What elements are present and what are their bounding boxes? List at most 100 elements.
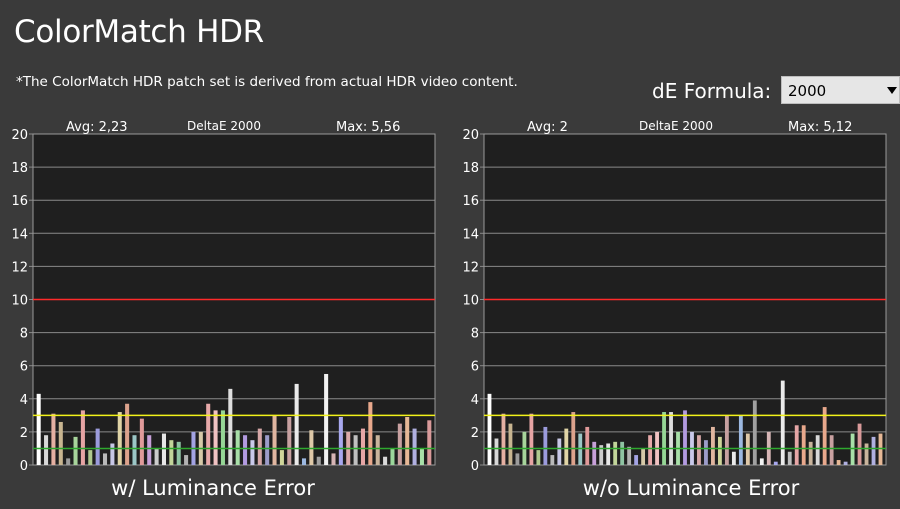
y-tick-label: 8 <box>20 327 28 342</box>
bar <box>125 403 130 465</box>
y-tick-label: 10 <box>462 294 479 309</box>
bar <box>346 431 351 465</box>
bar <box>110 443 115 465</box>
bar <box>338 417 343 465</box>
bar <box>704 440 708 465</box>
y-tick-label: 6 <box>471 360 479 375</box>
x-axis-label: w/ Luminance Error <box>111 476 315 500</box>
bar <box>132 435 137 465</box>
y-tick-label: 18 <box>462 161 479 176</box>
footnote: *The ColorMatch HDR patch set is derived… <box>16 74 518 90</box>
bar <box>316 456 321 465</box>
bar <box>759 458 764 465</box>
bar <box>169 440 174 465</box>
bar <box>515 453 520 465</box>
bar <box>88 450 93 465</box>
bar <box>522 431 527 465</box>
bar <box>766 431 771 465</box>
bar <box>613 441 618 465</box>
y-tick-label: 16 <box>462 194 479 209</box>
bar <box>808 441 813 465</box>
chart-left: 0 2 4 6 8 10 12 14 16 18 20 Avg: 2,23 DeltaE 2000 Max… <box>11 119 436 500</box>
bar <box>669 412 673 465</box>
bar <box>655 431 659 465</box>
bar <box>272 415 277 465</box>
bar <box>243 435 248 465</box>
bar <box>676 431 680 465</box>
bar <box>405 417 410 465</box>
bar <box>58 421 63 465</box>
y-tick-label: 18 <box>11 161 28 176</box>
bar <box>191 431 196 465</box>
bar <box>599 445 604 465</box>
bar <box>95 428 100 465</box>
bar <box>324 373 329 465</box>
bar <box>419 448 424 465</box>
bar <box>213 410 218 465</box>
y-tick-label: 8 <box>471 327 479 342</box>
bar <box>309 430 314 465</box>
bar <box>543 426 548 465</box>
bar <box>257 428 262 465</box>
bar <box>717 436 722 465</box>
bar <box>161 433 166 465</box>
bar <box>801 425 806 465</box>
bar <box>773 461 778 465</box>
bar <box>206 403 211 465</box>
y-tick-label: 2 <box>471 426 479 441</box>
bar <box>606 443 611 465</box>
max-label: Max: 5,56 <box>336 120 400 135</box>
bar <box>501 413 506 465</box>
plot-background <box>484 134 886 465</box>
y-tick-label: 0 <box>20 459 28 474</box>
y-tick-label: 20 <box>11 128 28 143</box>
bar <box>864 443 869 465</box>
bar <box>117 412 122 465</box>
bar <box>697 435 701 465</box>
bar <box>578 433 583 465</box>
formula-select-value: 2000 <box>788 82 827 100</box>
bar <box>857 423 862 466</box>
y-tick-label: 12 <box>462 260 479 275</box>
bar <box>724 415 729 465</box>
bar <box>102 453 108 465</box>
avg-label: Avg: 2 <box>527 120 568 135</box>
y-tick-label: 14 <box>11 227 28 242</box>
bar <box>711 426 715 465</box>
bar <box>536 450 541 465</box>
y-tick-label: 6 <box>20 360 28 375</box>
bar <box>301 458 307 465</box>
bar <box>627 446 632 465</box>
bar <box>648 435 653 465</box>
bar <box>51 413 56 465</box>
y-tick-label: 2 <box>20 426 28 441</box>
formula-select[interactable]: 2000 <box>781 76 900 104</box>
bar <box>294 383 299 465</box>
bar <box>353 435 358 465</box>
y-tick-label: 4 <box>471 393 479 408</box>
bar <box>690 431 694 465</box>
plot-background <box>33 134 435 465</box>
bar <box>375 435 380 465</box>
bar <box>487 393 492 465</box>
bar <box>176 441 181 465</box>
bar <box>662 412 666 465</box>
bar <box>265 435 270 465</box>
bar <box>564 428 569 465</box>
bar <box>843 461 848 465</box>
bar <box>250 440 255 465</box>
bar <box>592 441 597 465</box>
bar <box>198 431 203 465</box>
bar <box>397 423 402 466</box>
bar <box>822 407 827 465</box>
chart-title: DeltaE 2000 <box>639 119 713 133</box>
bar <box>508 423 513 466</box>
bar <box>235 430 240 465</box>
bar <box>184 455 189 465</box>
y-tick-label: 20 <box>462 128 479 143</box>
bar <box>550 455 555 465</box>
chevron-down-icon[interactable] <box>887 87 897 94</box>
page-title: ColorMatch HDR <box>14 14 264 50</box>
plot-frame <box>32 133 436 466</box>
plot-frame <box>483 133 887 466</box>
